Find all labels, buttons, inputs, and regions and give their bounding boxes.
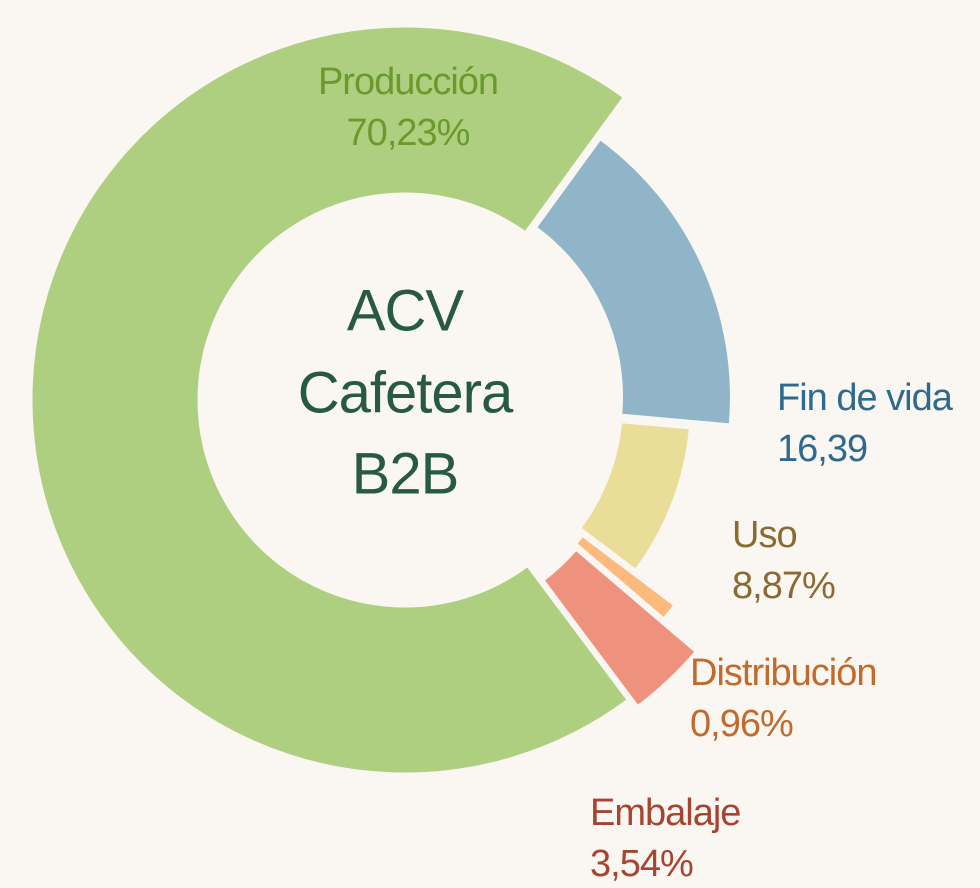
slice-label: Uso bbox=[732, 514, 797, 556]
slice bbox=[574, 417, 695, 576]
slice bbox=[538, 544, 702, 712]
slice-value-label: 3,54% bbox=[590, 843, 693, 885]
center-label: ACV bbox=[347, 278, 465, 343]
slice-value-label: 70,23% bbox=[347, 112, 470, 154]
slice-label: Producción bbox=[318, 61, 498, 103]
slice-value-label: 8,87% bbox=[732, 565, 835, 607]
slice-label: Fin de vida bbox=[777, 377, 954, 419]
slice bbox=[570, 530, 680, 624]
slice-value-label: 0,96% bbox=[690, 703, 793, 745]
center-label: B2B bbox=[352, 441, 459, 506]
center-label: Cafetera bbox=[298, 360, 514, 425]
slice-label: Distribución bbox=[690, 652, 877, 694]
slice-label: Embalaje bbox=[590, 792, 740, 834]
slice bbox=[27, 22, 634, 778]
slice-value-label: 16,39 bbox=[777, 428, 867, 470]
slice bbox=[530, 133, 735, 429]
